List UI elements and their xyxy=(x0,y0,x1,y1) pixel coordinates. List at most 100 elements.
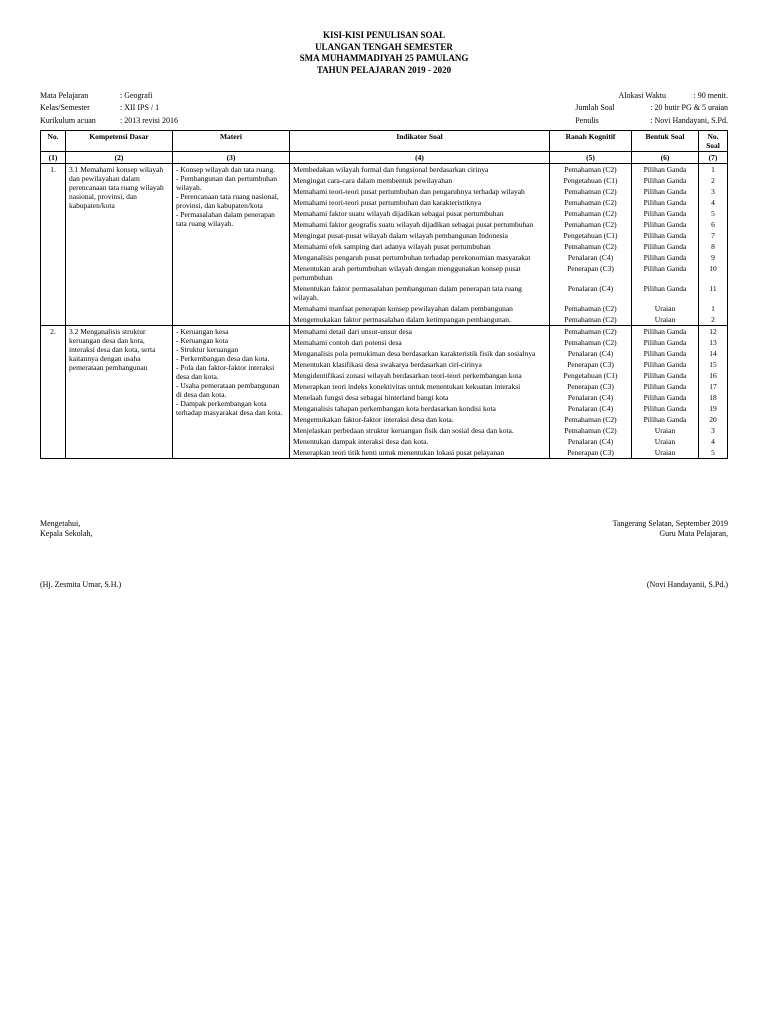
sign-right-2: Guru Mata Pelajaran, xyxy=(613,529,728,539)
cell-bentuk: Uraian xyxy=(632,447,699,459)
cell-indikator: Mengidentifikasi zonasi wilayah berdasar… xyxy=(290,370,550,381)
cell-nosoal: 5 xyxy=(699,208,728,219)
c3: (3) xyxy=(173,151,290,163)
kelas-label: Kelas/Semester xyxy=(40,103,120,113)
cell-indikator: Memahami detail dari unsur-unsur desa xyxy=(290,325,550,337)
mapel-label: Mata Pelajaran xyxy=(40,91,120,101)
cell-ranah: Pemahaman (C2) xyxy=(550,325,632,337)
cell-bentuk: Uraian xyxy=(632,303,699,314)
table-row: 1.3.1 Memahami konsep wilayah dan pewila… xyxy=(41,163,728,175)
sign-left-1: Mengetahui, xyxy=(40,519,121,529)
cell-nosoal: 10 xyxy=(699,263,728,283)
cell-nosoal: 18 xyxy=(699,392,728,403)
cell-ranah: Pemahaman (C2) xyxy=(550,303,632,314)
cell-indikator: Memahami manfaat penerapan konsep pewila… xyxy=(290,303,550,314)
cell-bentuk: Pilihan Ganda xyxy=(632,208,699,219)
meta-row-2: Kelas/Semester: XII IPS / 1 Jumlah Soal:… xyxy=(40,103,728,113)
cell-bentuk: Pilihan Ganda xyxy=(632,403,699,414)
cell-ranah: Penalaran (C4) xyxy=(550,392,632,403)
h-no: No. xyxy=(41,130,66,151)
cell-bentuk: Pilihan Ganda xyxy=(632,252,699,263)
cell-indikator: Memahami faktor geografis suatu wilayah … xyxy=(290,219,550,230)
subheader-row: (1) (2) (3) (4) (5) (6) (7) xyxy=(41,151,728,163)
cell-nosoal: 1 xyxy=(699,163,728,175)
cell-bentuk: Uraian xyxy=(632,436,699,447)
cell-nosoal: 3 xyxy=(699,186,728,197)
cell-nosoal: 17 xyxy=(699,381,728,392)
cell-ranah: Pemahaman (C2) xyxy=(550,197,632,208)
cell-indikator: Mengemukakan faktor-faktor interaksi des… xyxy=(290,414,550,425)
cell-ranah: Pengetahuan (C1) xyxy=(550,230,632,241)
cell-indikator: Menentukan klasifikasi desa swakarya ber… xyxy=(290,359,550,370)
jumlah-value: : 20 butir PG & 5 uraian xyxy=(650,103,728,113)
mapel-value: : Geografi xyxy=(120,91,153,101)
cell-bentuk: Pilihan Ganda xyxy=(632,392,699,403)
cell-bentuk: Pilihan Ganda xyxy=(632,381,699,392)
cell-nosoal: 11 xyxy=(699,283,728,303)
title-l1: KISI-KISI PENULISAN SOAL xyxy=(40,30,728,42)
cell-ranah: Pemahaman (C2) xyxy=(550,337,632,348)
penulis-value: : Novi Handayani, S.Pd. xyxy=(650,116,728,126)
cell-indikator: Mengemukakan faktor permasalahan dalam k… xyxy=(290,314,550,326)
waktu-value: : 90 menit. xyxy=(694,91,728,101)
cell-indikator: Memahami teori-teori pusat pertumbuhan d… xyxy=(290,197,550,208)
table-row: 2.3.2 Menganalisis struktur keruangan de… xyxy=(41,325,728,337)
cell-materi: - Konsep wilayah dan tata ruang. - Pemba… xyxy=(173,163,290,325)
cell-bentuk: Pilihan Ganda xyxy=(632,348,699,359)
cell-indikator: Menentukan dampak interaksi desa dan kot… xyxy=(290,436,550,447)
cell-indikator: Menelaah fungsi desa sebagai hinterland … xyxy=(290,392,550,403)
cell-ranah: Pemahaman (C2) xyxy=(550,208,632,219)
cell-ranah: Pemahaman (C2) xyxy=(550,314,632,326)
cell-nosoal: 6 xyxy=(699,219,728,230)
cell-nosoal: 13 xyxy=(699,337,728,348)
h-kd: Kompetensi Dasar xyxy=(66,130,173,151)
cell-indikator: Menentukan arah pertumbuhan wilayah deng… xyxy=(290,263,550,283)
cell-ranah: Penalaran (C4) xyxy=(550,252,632,263)
cell-bentuk: Pilihan Ganda xyxy=(632,325,699,337)
cell-ranah: Pemahaman (C2) xyxy=(550,414,632,425)
h-ind: Indikator Soal xyxy=(290,130,550,151)
cell-nosoal: 3 xyxy=(699,425,728,436)
cell-ranah: Penerapan (C3) xyxy=(550,359,632,370)
penulis-label: Penulis xyxy=(575,116,650,126)
cell-indikator: Memahami teori-teori pusat pertumbuhan d… xyxy=(290,186,550,197)
cell-indikator: Memahami contoh dari potensi desa xyxy=(290,337,550,348)
cell-bentuk: Pilihan Ganda xyxy=(632,186,699,197)
cell-kd: 3.2 Menganalisis struktur keruangan desa… xyxy=(66,325,173,458)
cell-ranah: Penerapan (C3) xyxy=(550,263,632,283)
c4: (4) xyxy=(290,151,550,163)
sign-left-name: (Hj. Zesmita Umar, S.H.) xyxy=(40,580,121,590)
cell-nosoal: 12 xyxy=(699,325,728,337)
cell-indikator: Menganalisis pola pemukiman desa berdasa… xyxy=(290,348,550,359)
cell-ranah: Penalaran (C4) xyxy=(550,436,632,447)
cell-nosoal: 15 xyxy=(699,359,728,370)
cell-nosoal: 19 xyxy=(699,403,728,414)
meta-row-1: Mata Pelajaran: Geografi Alokasi Waktu: … xyxy=(40,91,728,101)
table-body: 1.3.1 Memahami konsep wilayah dan pewila… xyxy=(41,163,728,458)
cell-nosoal: 9 xyxy=(699,252,728,263)
cell-ranah: Pemahaman (C2) xyxy=(550,163,632,175)
kisi-table: No. Kompetensi Dasar Materi Indikator So… xyxy=(40,130,728,459)
title-l3: SMA MUHAMMADIYAH 25 PAMULANG xyxy=(40,53,728,65)
cell-bentuk: Pilihan Ganda xyxy=(632,283,699,303)
h-mat: Materi xyxy=(173,130,290,151)
sign-left: Mengetahui, Kepala Sekolah, (Hj. Zesmita… xyxy=(40,519,121,590)
cell-kd: 3.1 Memahami konsep wilayah dan pewilaya… xyxy=(66,163,173,325)
cell-indikator: Mengingat pusat-pusat wilayah dalam wila… xyxy=(290,230,550,241)
cell-ranah: Pengetahuan (C1) xyxy=(550,175,632,186)
cell-nosoal: 4 xyxy=(699,197,728,208)
jumlah-label: Jumlah Soal xyxy=(575,103,650,113)
cell-ranah: Pemahaman (C2) xyxy=(550,219,632,230)
cell-indikator: Memahami efek samping dari adanya wilaya… xyxy=(290,241,550,252)
sign-right: Tangerang Selatan, September 2019 Guru M… xyxy=(613,519,728,590)
cell-bentuk: Pilihan Ganda xyxy=(632,241,699,252)
cell-nosoal: 1 xyxy=(699,303,728,314)
signature-block: Mengetahui, Kepala Sekolah, (Hj. Zesmita… xyxy=(40,519,728,590)
cell-indikator: Memahami faktor suatu wilayah dijadikan … xyxy=(290,208,550,219)
cell-indikator: Menjelaskan perbedaan struktur keruangan… xyxy=(290,425,550,436)
cell-nosoal: 7 xyxy=(699,230,728,241)
c1: (1) xyxy=(41,151,66,163)
sign-left-2: Kepala Sekolah, xyxy=(40,529,121,539)
cell-bentuk: Pilihan Ganda xyxy=(632,163,699,175)
c2: (2) xyxy=(66,151,173,163)
